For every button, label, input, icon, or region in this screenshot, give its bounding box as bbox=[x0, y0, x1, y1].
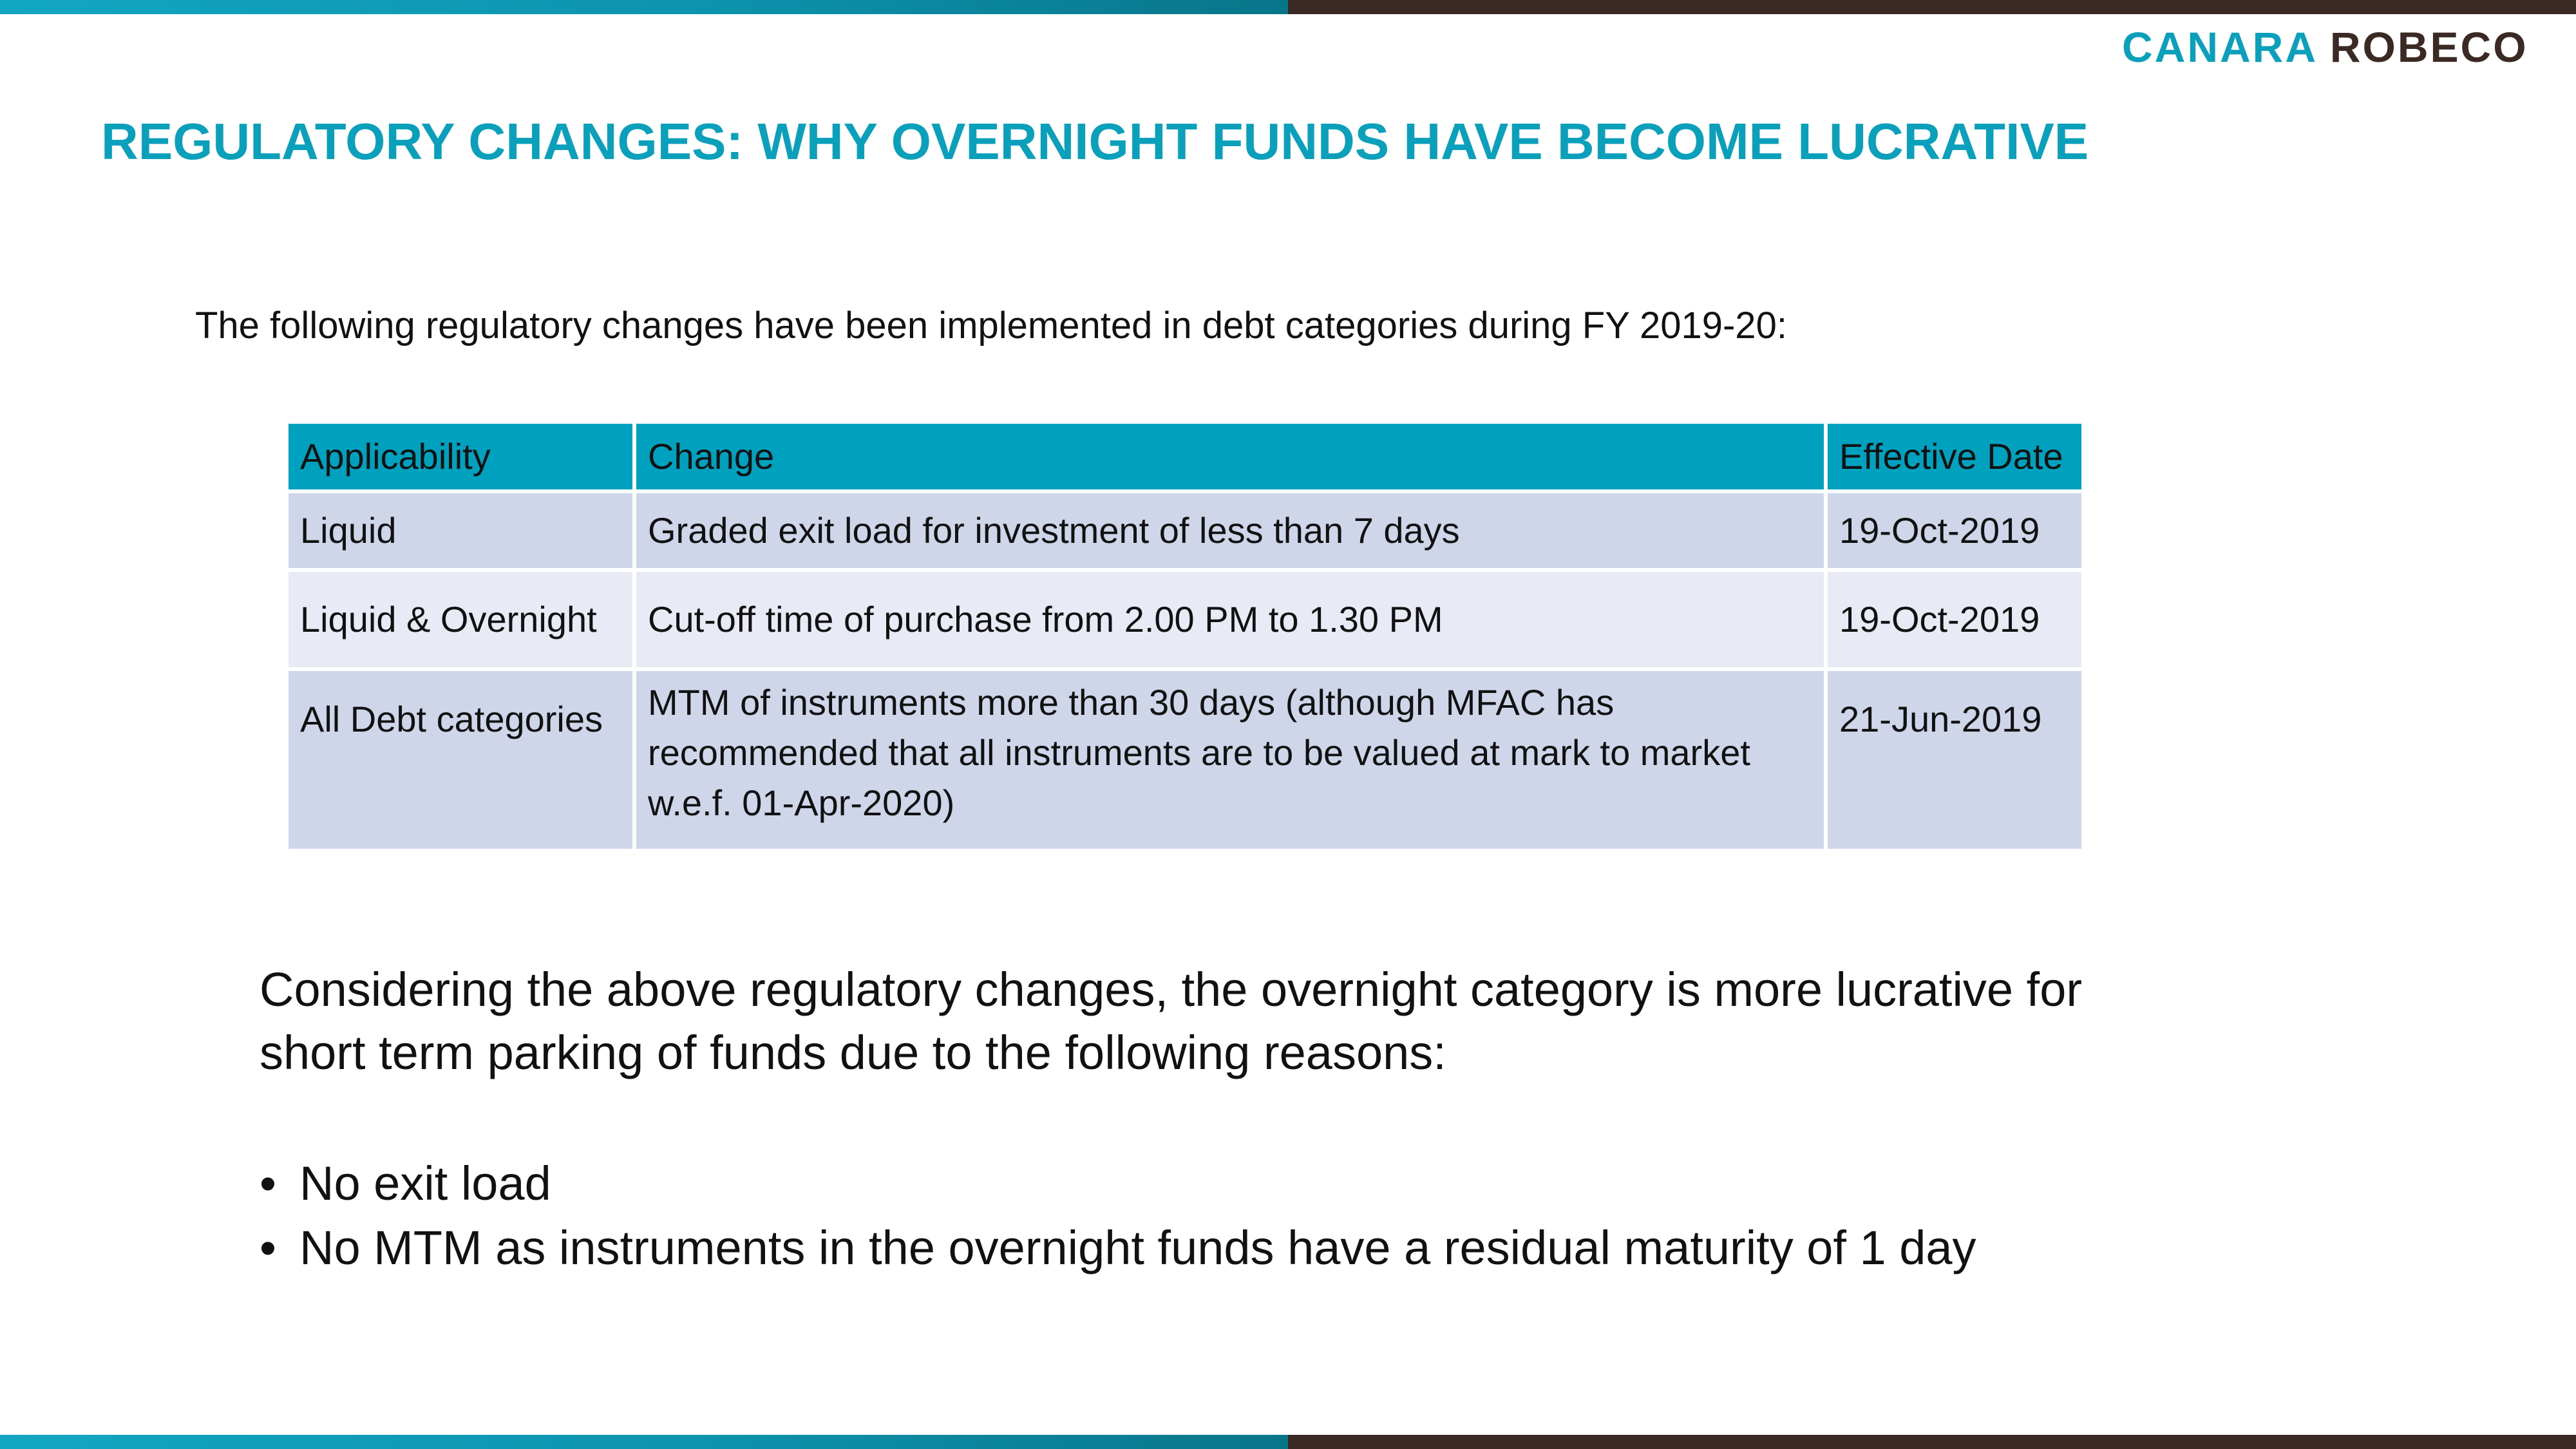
cell-effective-date: 19-Oct-2019 bbox=[1824, 489, 2085, 572]
cell-change: MTM of instruments more than 30 days (al… bbox=[632, 667, 1828, 853]
bottom-accent-bar bbox=[0, 1435, 2576, 1449]
bottom-accent-bar-teal bbox=[0, 1435, 1288, 1449]
header-effective-date: Effective Date bbox=[1824, 420, 2085, 493]
bottom-accent-bar-brown bbox=[1288, 1435, 2576, 1449]
canara-robeco-logo: CANARA ROBECO bbox=[2122, 24, 2541, 70]
table-row: All Debt categories MTM of instruments m… bbox=[285, 667, 2085, 853]
top-accent-bar-teal bbox=[0, 0, 1288, 14]
logo-word-canara: CANARA bbox=[2122, 23, 2316, 71]
table-row: Liquid Graded exit load for investment o… bbox=[285, 489, 2085, 572]
reasons-list: • No exit load • No MTM as instruments in … bbox=[260, 1151, 2256, 1280]
list-item-text: No exit load bbox=[299, 1157, 551, 1210]
regulatory-changes-table: Applicability Change Effective Date Liqu… bbox=[285, 420, 2085, 853]
header-change: Change bbox=[632, 420, 1828, 493]
cell-applicability: Liquid & Overnight bbox=[285, 568, 636, 671]
slide-title: REGULATORY CHANGES: WHY OVERNIGHT FUNDS … bbox=[101, 113, 2089, 170]
table-row: Liquid & Overnight Cut-off time of purch… bbox=[285, 568, 2085, 671]
conclusion-text: Considering the above regulatory changes… bbox=[260, 963, 2082, 1079]
logo-word-robeco: ROBECO bbox=[2329, 23, 2528, 71]
list-item: • No exit load bbox=[260, 1151, 2256, 1216]
cell-applicability: Liquid bbox=[285, 489, 636, 572]
table-header-row: Applicability Change Effective Date bbox=[285, 420, 2085, 493]
bullet-icon: • bbox=[260, 1221, 276, 1274]
intro-text: The following regulatory changes have be… bbox=[195, 305, 1787, 346]
cell-effective-date: 19-Oct-2019 bbox=[1824, 568, 2085, 671]
list-item: • No MTM as instruments in the overnight … bbox=[260, 1216, 2256, 1280]
list-item-text: No MTM as instruments in the overnight f… bbox=[299, 1221, 1976, 1274]
top-accent-bar-brown bbox=[1288, 0, 2576, 14]
cell-applicability: All Debt categories bbox=[285, 667, 636, 853]
cell-change: Cut-off time of purchase from 2.00 PM to… bbox=[632, 568, 1828, 671]
cell-effective-date: 21-Jun-2019 bbox=[1824, 667, 2085, 853]
top-accent-bar bbox=[0, 0, 2576, 14]
header-applicability: Applicability bbox=[285, 420, 636, 493]
cell-change: Graded exit load for investment of less … bbox=[632, 489, 1828, 572]
bullet-icon: • bbox=[260, 1157, 276, 1210]
